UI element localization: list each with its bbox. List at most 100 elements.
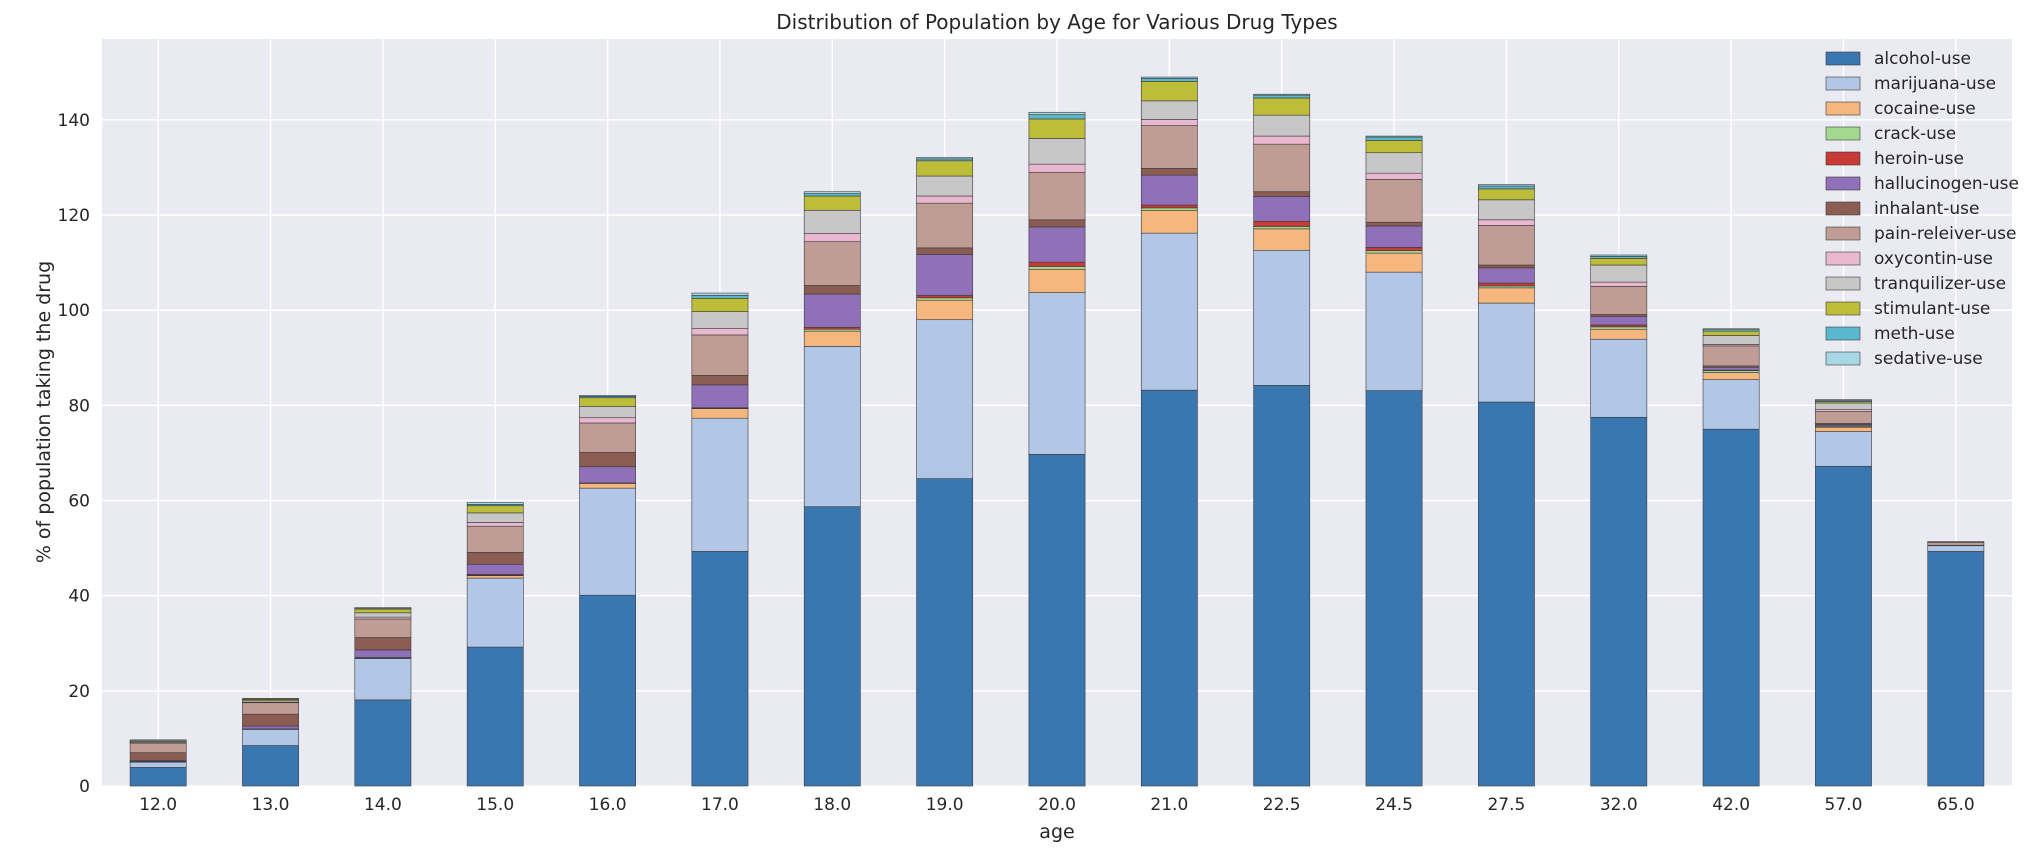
- bar-segment-inhalant-use: [1365, 221, 1423, 227]
- bar-segment-alcohol-use: [1253, 385, 1311, 787]
- bar-segment-pain-releiver-use: [129, 742, 187, 753]
- bar-segment-hallucinogen-use: [1478, 267, 1535, 284]
- x-tick-label: 14.0: [364, 795, 402, 815]
- bar-segment-inhalant-use: [354, 637, 412, 651]
- bar-segment-stimulant-use: [1140, 81, 1198, 102]
- bar-segment-alcohol-use: [466, 646, 524, 787]
- x-tick-label: 32.0: [1600, 795, 1638, 815]
- bar-segment-cocaine-use: [466, 575, 524, 579]
- bar-segment-marijuana-use: [129, 761, 187, 768]
- legend-label-alcohol-use: alcohol-use: [1874, 49, 1971, 69]
- legend-label-marijuana-use: marijuana-use: [1874, 74, 1996, 94]
- bar-segment-marijuana-use: [1028, 292, 1086, 455]
- y-tick-label: 120: [58, 206, 90, 226]
- bar-segment-oxycontin-use: [1028, 163, 1086, 173]
- bar-segment-stimulant-use: [1478, 188, 1535, 201]
- bar-segment-meth-use: [1478, 185, 1535, 190]
- legend-swatch-cocaine-use: [1825, 101, 1861, 116]
- bar-segment-oxycontin-use: [691, 327, 749, 336]
- bar-segment-tranquilizer-use: [916, 175, 974, 197]
- bar-segment-tranquilizer-use: [1253, 114, 1311, 137]
- bar-segment-alcohol-use: [1702, 428, 1760, 787]
- bar-segment-heroin-use: [1478, 282, 1535, 287]
- legend: alcohol-use marijuana-use cocaine-use crack…: [1825, 49, 2019, 369]
- bar-segment-pain-releiver-use: [242, 702, 299, 715]
- legend-swatch-pain-releiver-use: [1825, 226, 1861, 241]
- x-tick-label: 24.5: [1375, 795, 1413, 815]
- bar-segment-pain-releiver-use: [1702, 345, 1760, 367]
- bar-segment-crack-use: [916, 297, 974, 301]
- bar-segment-marijuana-use: [466, 577, 524, 648]
- bar-segment-cocaine-use: [1815, 426, 1872, 432]
- y-tick-label: 60: [68, 492, 90, 512]
- bar-segment-inhalant-use: [1140, 168, 1198, 176]
- bar-segment-inhalant-use: [1478, 264, 1535, 269]
- bar-segment-cocaine-use: [1028, 268, 1086, 293]
- bar-segment-sedative-use: [354, 607, 412, 609]
- bar-segment-stimulant-use: [354, 608, 412, 614]
- bar-segment-pain-releiver-use: [691, 334, 749, 376]
- y-tick-label: 80: [68, 396, 90, 416]
- bar-segment-stimulant-use: [803, 195, 861, 211]
- bar-segment-pain-releiver-use: [1478, 225, 1535, 266]
- bar-segment-oxycontin-use: [1140, 119, 1198, 126]
- y-tick-label: 0: [79, 777, 90, 797]
- bar-segment-cocaine-use: [803, 330, 861, 347]
- bar-segment-oxycontin-use: [579, 417, 636, 424]
- x-tick-label: 19.0: [926, 795, 964, 815]
- x-tick-label: 13.0: [252, 795, 290, 815]
- bar-segment-sedative-use: [1478, 184, 1535, 187]
- bar-segment-cocaine-use: [1365, 252, 1423, 273]
- bar-segment-tranquilizer-use: [1365, 152, 1423, 174]
- bar-segment-oxycontin-use: [803, 233, 861, 242]
- legend-swatch-hallucinogen-use: [1825, 176, 1861, 191]
- bar-segment-crack-use: [1253, 226, 1311, 230]
- bar-segment-marijuana-use: [916, 319, 974, 479]
- bar-segment-inhalant-use: [1253, 191, 1311, 197]
- x-tick-label: 21.0: [1150, 795, 1188, 815]
- bar-segment-sedative-use: [1253, 93, 1311, 96]
- bar-segment-hallucinogen-use: [1140, 174, 1198, 206]
- bar-segment-marijuana-use: [1140, 232, 1198, 391]
- bar-segment-alcohol-use: [803, 506, 861, 787]
- bar-segment-oxycontin-use: [466, 522, 524, 527]
- bar-segment-marijuana-use: [1927, 545, 1985, 552]
- bar-segment-tranquilizer-use: [1815, 402, 1872, 410]
- bar-segment-hallucinogen-use: [1028, 226, 1086, 263]
- bar-segment-pain-releiver-use: [354, 618, 412, 638]
- bar-segment-marijuana-use: [242, 729, 299, 746]
- bar-segment-marijuana-use: [579, 487, 636, 596]
- bar-segment-hallucinogen-use: [242, 725, 299, 730]
- legend-swatch-marijuana-use: [1825, 76, 1861, 91]
- bar-segment-sedative-use: [1590, 254, 1648, 257]
- legend-label-oxycontin-use: oxycontin-use: [1874, 249, 1993, 269]
- x-tick-label: 18.0: [813, 795, 851, 815]
- y-tick-label: 140: [58, 111, 90, 131]
- bar-segment-crack-use: [1028, 266, 1086, 270]
- bar-segment-oxycontin-use: [916, 195, 974, 204]
- bar-segment-tranquilizer-use: [1702, 335, 1760, 345]
- bar-segment-tranquilizer-use: [1590, 264, 1648, 283]
- bar-segment-alcohol-use: [1815, 465, 1872, 787]
- legend-label-cocaine-use: cocaine-use: [1874, 99, 1976, 119]
- bar-segment-tranquilizer-use: [579, 406, 636, 419]
- bar-segment-sedative-use: [691, 292, 749, 296]
- bar-segment-pain-releiver-use: [1365, 179, 1423, 223]
- bar-segment-inhalant-use: [1028, 219, 1086, 228]
- bar-segment-alcohol-use: [1365, 390, 1423, 787]
- x-tick-label: 65.0: [1937, 795, 1975, 815]
- bar-segment-sedative-use: [129, 739, 187, 742]
- bar-segment-pain-releiver-use: [1927, 542, 1985, 546]
- x-tick-label: 27.5: [1487, 795, 1525, 815]
- bar-segment-pain-releiver-use: [1028, 171, 1086, 221]
- bar-segment-sedative-use: [579, 395, 636, 397]
- bar-segment-pain-releiver-use: [1815, 411, 1872, 424]
- bar-segment-cocaine-use: [691, 408, 749, 419]
- bar-segment-sedative-use: [1365, 135, 1423, 138]
- bar-segment-crack-use: [1140, 207, 1198, 211]
- bar-segment-cocaine-use: [1590, 328, 1648, 340]
- bar-segment-tranquilizer-use: [354, 612, 412, 618]
- bar-segment-stimulant-use: [466, 505, 524, 514]
